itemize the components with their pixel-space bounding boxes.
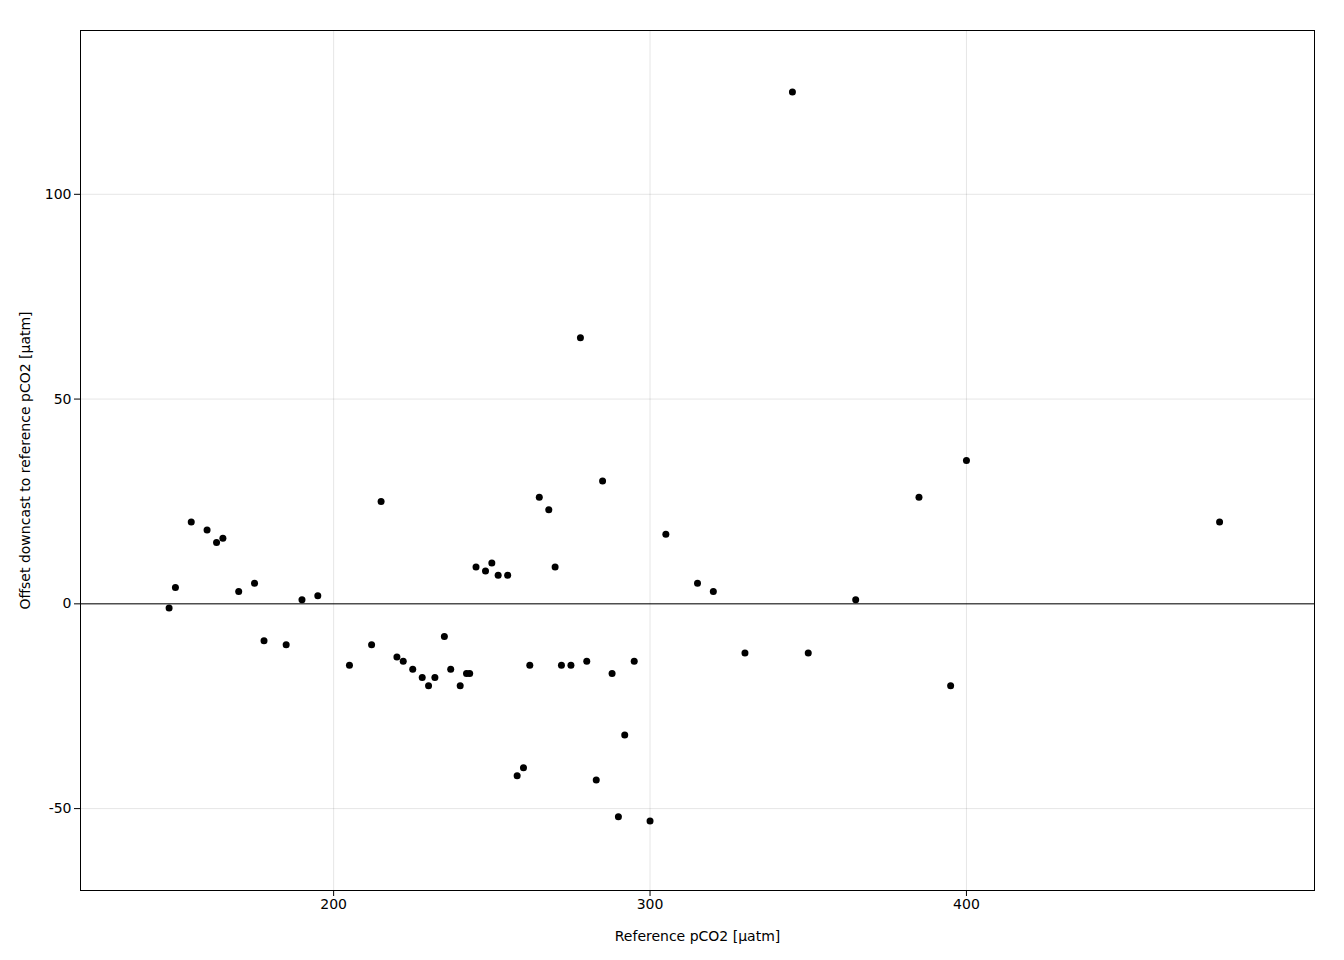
svg-text:Reference pCO2 [μatm]: Reference pCO2 [μatm] xyxy=(615,928,781,944)
svg-text:50: 50 xyxy=(54,391,72,407)
svg-text:-50: -50 xyxy=(49,800,72,816)
svg-text:Offset downcast to reference p: Offset downcast to reference pCO2 [μatm] xyxy=(17,311,33,609)
svg-text:200: 200 xyxy=(320,896,347,912)
svg-text:0: 0 xyxy=(63,595,72,611)
svg-text:300: 300 xyxy=(637,896,664,912)
svg-text:100: 100 xyxy=(45,186,72,202)
svg-text:400: 400 xyxy=(953,896,980,912)
